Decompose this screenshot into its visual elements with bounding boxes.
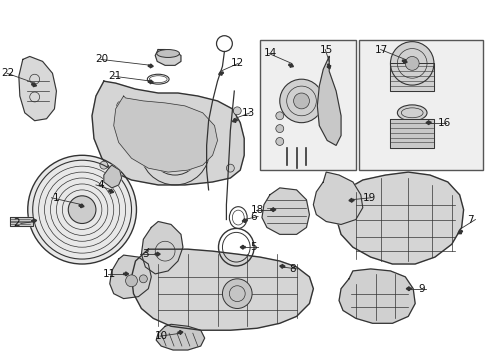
FancyArrow shape <box>279 264 284 268</box>
Text: 16: 16 <box>437 118 450 128</box>
Polygon shape <box>131 249 313 330</box>
Circle shape <box>405 57 418 70</box>
Text: 14: 14 <box>263 49 276 58</box>
Text: 10: 10 <box>155 331 168 341</box>
Text: 7: 7 <box>467 215 473 225</box>
FancyArrow shape <box>218 72 223 75</box>
Polygon shape <box>141 221 183 274</box>
Circle shape <box>68 196 96 224</box>
Text: 17: 17 <box>374 45 387 55</box>
FancyArrow shape <box>240 245 244 249</box>
Text: 12: 12 <box>230 58 243 68</box>
Bar <box>260 40 355 170</box>
Polygon shape <box>335 172 463 264</box>
Circle shape <box>222 279 252 309</box>
Text: 20: 20 <box>96 54 108 64</box>
FancyArrow shape <box>123 272 128 276</box>
Text: 21: 21 <box>108 71 122 81</box>
Circle shape <box>117 101 126 111</box>
Circle shape <box>293 93 309 109</box>
Text: 15: 15 <box>319 45 332 55</box>
Text: 9: 9 <box>417 284 424 294</box>
Circle shape <box>389 42 433 85</box>
Text: 22: 22 <box>1 68 15 78</box>
Circle shape <box>125 275 137 287</box>
FancyArrow shape <box>270 208 275 212</box>
Circle shape <box>160 135 189 165</box>
Circle shape <box>275 125 283 132</box>
Polygon shape <box>389 119 433 148</box>
Circle shape <box>139 275 147 283</box>
Circle shape <box>275 138 283 145</box>
FancyArrow shape <box>406 287 410 291</box>
Circle shape <box>28 155 136 264</box>
FancyArrow shape <box>242 219 247 222</box>
Circle shape <box>226 164 234 172</box>
FancyArrow shape <box>232 118 237 122</box>
FancyArrow shape <box>178 330 183 334</box>
Text: 19: 19 <box>362 193 375 203</box>
Polygon shape <box>10 217 33 226</box>
FancyArrow shape <box>79 204 84 208</box>
Polygon shape <box>103 165 122 188</box>
Text: 2: 2 <box>13 219 20 229</box>
FancyArrow shape <box>148 80 153 84</box>
Text: 6: 6 <box>249 212 256 221</box>
Polygon shape <box>313 172 362 225</box>
Polygon shape <box>19 57 56 121</box>
Polygon shape <box>156 324 204 350</box>
Polygon shape <box>110 255 151 298</box>
Circle shape <box>275 112 283 120</box>
Polygon shape <box>389 63 433 91</box>
FancyArrow shape <box>402 59 407 63</box>
FancyArrow shape <box>425 121 430 125</box>
Text: 8: 8 <box>289 264 296 274</box>
Text: 1: 1 <box>53 193 59 203</box>
FancyArrow shape <box>32 83 37 87</box>
Polygon shape <box>92 81 244 185</box>
Polygon shape <box>317 57 340 145</box>
FancyArrow shape <box>148 64 153 68</box>
FancyArrow shape <box>288 63 293 67</box>
Circle shape <box>279 79 323 123</box>
FancyArrow shape <box>348 198 353 202</box>
FancyArrow shape <box>457 230 462 234</box>
Circle shape <box>233 107 241 115</box>
Text: 18: 18 <box>250 204 264 215</box>
Text: 13: 13 <box>242 108 255 118</box>
FancyArrow shape <box>326 64 330 69</box>
Ellipse shape <box>157 50 179 58</box>
Polygon shape <box>114 96 217 172</box>
Polygon shape <box>338 269 414 323</box>
Text: 11: 11 <box>102 269 116 279</box>
Polygon shape <box>155 50 181 66</box>
FancyArrow shape <box>108 189 113 193</box>
Text: 3: 3 <box>142 249 148 259</box>
Text: 5: 5 <box>249 242 256 252</box>
Polygon shape <box>262 188 309 234</box>
Circle shape <box>100 161 107 169</box>
Text: 4: 4 <box>97 180 103 190</box>
Ellipse shape <box>397 105 426 121</box>
FancyArrow shape <box>155 252 160 256</box>
FancyArrow shape <box>32 219 37 223</box>
Bar <box>358 40 482 170</box>
